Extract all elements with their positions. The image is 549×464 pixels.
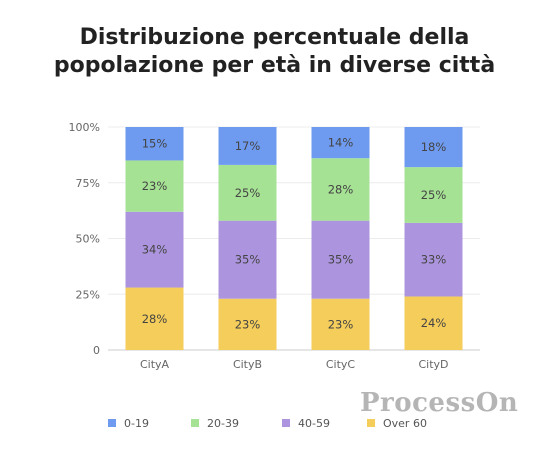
bar-cityd-40-59 (404, 222, 463, 297)
chart-title: Distribuzione percentuale della popolazi… (0, 24, 549, 80)
bar-cityc-40-59 (311, 220, 370, 299)
bar-cityb-40-59 (218, 220, 277, 299)
bar-label-cityc-40-59: 35% (328, 253, 354, 267)
chart-title-line-1: Distribuzione percentuale della (79, 25, 470, 50)
bar-cityc-0-19 (311, 127, 370, 159)
legend-swatch-40-59 (282, 419, 290, 427)
bar-label-cityd-0-19: 18% (421, 140, 447, 154)
legend-label-over-60: Over 60 (383, 417, 427, 430)
bar-label-cityc-0-19: 14% (328, 136, 354, 150)
bar-label-citya-over-60: 28% (142, 312, 168, 326)
chart-title-line-2: popolazione per età in diverse città (53, 53, 496, 78)
bar-label-cityd-40-59: 33% (421, 253, 447, 267)
bar-label-cityd-over-60: 24% (421, 316, 447, 330)
y-tick-label-3: 75% (76, 177, 100, 190)
y-tick-label-1: 25% (76, 288, 100, 301)
x-tick-label-3: CityD (418, 358, 448, 371)
legend-label-20-39: 20-39 (207, 417, 239, 430)
legend-swatch-0-19 (108, 419, 116, 427)
bar-cityb-20-39 (218, 164, 277, 221)
bar-citya-20-39 (125, 160, 184, 212)
x-tick-label-1: CityB (233, 358, 262, 371)
bar-label-citya-20-39: 23% (142, 179, 168, 193)
bar-label-citya-0-19: 15% (142, 137, 168, 151)
bar-label-cityb-40-59: 35% (235, 253, 261, 267)
bar-cityc-20-39 (311, 158, 370, 221)
y-tick-label-2: 50% (76, 233, 100, 246)
bar-cityb-over-60 (218, 298, 277, 350)
legend-label-40-59: 40-59 (298, 417, 330, 430)
bar-label-cityc-over-60: 23% (328, 317, 354, 331)
y-tick-label-0: 0 (93, 344, 100, 357)
bar-citya-over-60 (125, 287, 184, 350)
x-tick-label-2: CityC (326, 358, 356, 371)
legend-swatch-20-39 (191, 419, 199, 427)
bar-cityd-over-60 (404, 296, 463, 350)
legend-label-0-19: 0-19 (124, 417, 149, 430)
bar-cityc-over-60 (311, 298, 370, 350)
bar-label-cityd-20-39: 25% (421, 188, 447, 202)
processon-watermark: ProcessOn (360, 388, 519, 418)
bar-cityd-0-19 (404, 127, 463, 168)
bar-label-cityb-over-60: 23% (235, 317, 261, 331)
bar-label-cityb-0-19: 17% (235, 139, 261, 153)
x-tick-label-0: CityA (140, 358, 170, 371)
y-tick-label-4: 100% (69, 121, 100, 134)
bar-cityd-20-39 (404, 167, 463, 223)
bar-label-cityc-20-39: 28% (328, 182, 354, 196)
bar-citya-40-59 (125, 211, 184, 288)
bar-label-citya-40-59: 34% (142, 243, 168, 257)
bar-citya-0-19 (125, 127, 184, 161)
legend-swatch-over-60 (367, 419, 375, 427)
bar-cityb-0-19 (218, 127, 277, 165)
bar-label-cityb-20-39: 25% (235, 186, 261, 200)
